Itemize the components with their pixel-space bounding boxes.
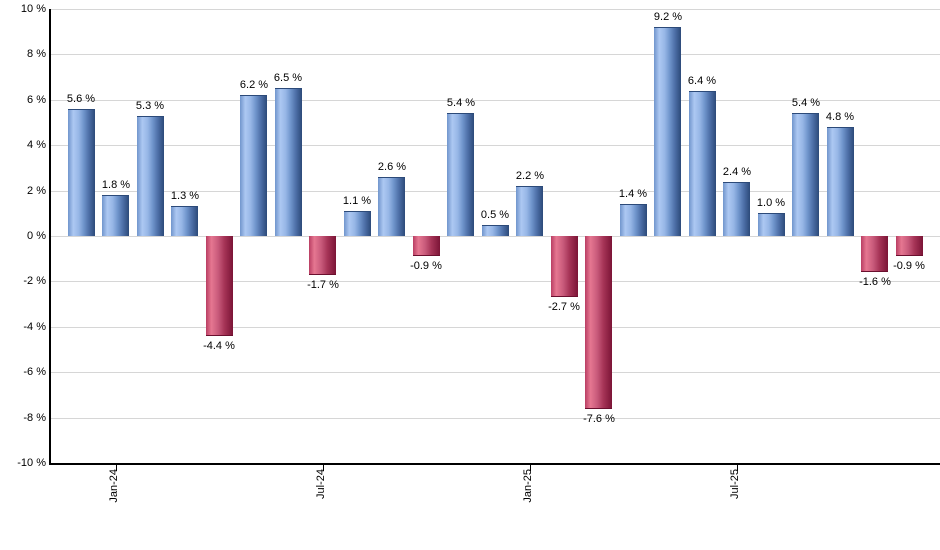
bar-jan-25[interactable]: [516, 186, 543, 236]
bar-apr-24[interactable]: [206, 236, 233, 336]
y-axis: [49, 9, 51, 465]
bar-value-label: 5.6 %: [66, 93, 96, 105]
bar-value-label: -2.7 %: [548, 301, 580, 313]
bar-apr-25[interactable]: [620, 204, 647, 236]
gridline: [50, 9, 940, 10]
bar-nov-24[interactable]: [447, 113, 474, 236]
x-axis: [49, 463, 940, 465]
bar-value-label: 1.8 %: [101, 179, 131, 191]
gridline: [50, 100, 940, 101]
x-axis-tick: [737, 465, 738, 471]
bar-value-label: 6.4 %: [687, 75, 717, 87]
x-axis-tick: [530, 465, 531, 471]
bar-value-label: 1.4 %: [618, 188, 648, 200]
gridline: [50, 281, 940, 282]
bar-value-label: -0.9 %: [410, 260, 442, 272]
bar-feb-25[interactable]: [551, 236, 578, 297]
bar-value-label: -4.4 %: [203, 340, 235, 352]
bar-dec-25[interactable]: [896, 236, 923, 256]
bar-oct-25[interactable]: [827, 127, 854, 236]
bar-jun-25[interactable]: [689, 91, 716, 236]
bar-value-label: 1.1 %: [342, 195, 372, 207]
y-axis-tick-label: 0 %: [27, 230, 46, 242]
bar-mar-24[interactable]: [171, 206, 198, 236]
bar-value-label: 9.2 %: [653, 11, 683, 23]
bar-value-label: -7.6 %: [583, 413, 615, 425]
bar-value-label: 6.2 %: [239, 79, 269, 91]
bar-may-25[interactable]: [654, 27, 681, 236]
bar-jul-24[interactable]: [309, 236, 336, 275]
bar-jan-24[interactable]: [102, 195, 129, 236]
bar-value-label: 2.6 %: [377, 161, 407, 173]
bar-jul-25[interactable]: [723, 182, 750, 236]
x-axis-tick-label: Jul-24: [315, 469, 327, 499]
bar-aug-25[interactable]: [758, 213, 785, 236]
bar-nov-25[interactable]: [861, 236, 888, 272]
y-axis-tick-label: -8 %: [23, 412, 46, 424]
bar-value-label: 6.5 %: [273, 72, 303, 84]
bar-dec-24[interactable]: [482, 225, 509, 236]
y-axis-tick-label: -4 %: [23, 321, 46, 333]
gridline: [50, 54, 940, 55]
bar-value-label: -1.6 %: [859, 276, 891, 288]
gridline: [50, 145, 940, 146]
y-axis-tick-label: -10 %: [17, 457, 46, 469]
bar-value-label: 2.2 %: [515, 170, 545, 182]
y-axis-tick-label: 4 %: [27, 139, 46, 151]
gridline: [50, 236, 940, 237]
gridline: [50, 327, 940, 328]
gridline: [50, 372, 940, 373]
y-axis-tick-label: 6 %: [27, 94, 46, 106]
bar-value-label: -1.7 %: [307, 279, 339, 291]
y-axis-tick-label: -6 %: [23, 366, 46, 378]
gridline: [50, 418, 940, 419]
bar-oct-24[interactable]: [413, 236, 440, 256]
bar-jun-24[interactable]: [275, 88, 302, 236]
bar-value-label: 0.5 %: [480, 209, 510, 221]
x-axis-tick-label: Jan-25: [522, 469, 534, 503]
bar-value-label: 4.8 %: [825, 111, 855, 123]
y-axis-tick-label: 2 %: [27, 185, 46, 197]
y-axis-tick-label: -2 %: [23, 275, 46, 287]
x-axis-tick: [323, 465, 324, 471]
bar-value-label: 1.3 %: [170, 190, 200, 202]
x-axis-tick-label: Jan-24: [108, 469, 120, 503]
bar-value-label: 5.4 %: [791, 97, 821, 109]
y-axis-tick-label: 8 %: [27, 48, 46, 60]
gridline: [50, 191, 940, 192]
bar-dec-23[interactable]: [68, 109, 95, 236]
x-axis-tick: [116, 465, 117, 471]
bar-value-label: 5.4 %: [446, 97, 476, 109]
bar-value-label: -0.9 %: [893, 260, 925, 272]
bar-may-24[interactable]: [240, 95, 267, 236]
x-axis-tick-label: Jul-25: [729, 469, 741, 499]
bar-sep-24[interactable]: [378, 177, 405, 236]
bar-aug-24[interactable]: [344, 211, 371, 236]
y-axis-tick-label: 10 %: [20, 3, 46, 15]
bar-value-label: 5.3 %: [135, 100, 165, 112]
bar-feb-24[interactable]: [137, 116, 164, 236]
bar-sep-25[interactable]: [792, 113, 819, 236]
bar-value-label: 2.4 %: [722, 166, 752, 178]
bar-value-label: 1.0 %: [756, 197, 786, 209]
bar-mar-25[interactable]: [585, 236, 612, 409]
